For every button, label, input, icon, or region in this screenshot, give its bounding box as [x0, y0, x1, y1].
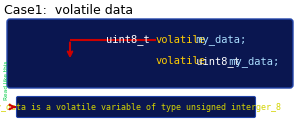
FancyBboxPatch shape [16, 97, 256, 117]
Text: Read like this: Read like this [4, 61, 10, 100]
Text: Case1:  volatile data: Case1: volatile data [4, 4, 133, 17]
Text: uint8_t: uint8_t [106, 34, 156, 45]
Text: volatile: volatile [156, 56, 206, 66]
Text: my_data is a volatile variable of type unsigned interger_8: my_data is a volatile variable of type u… [0, 102, 281, 112]
FancyBboxPatch shape [7, 19, 293, 88]
Text: volatile: volatile [156, 35, 206, 45]
Text: uint8_t: uint8_t [190, 56, 240, 66]
Text: my_data;: my_data; [190, 34, 246, 45]
Text: my_data;: my_data; [223, 56, 279, 66]
